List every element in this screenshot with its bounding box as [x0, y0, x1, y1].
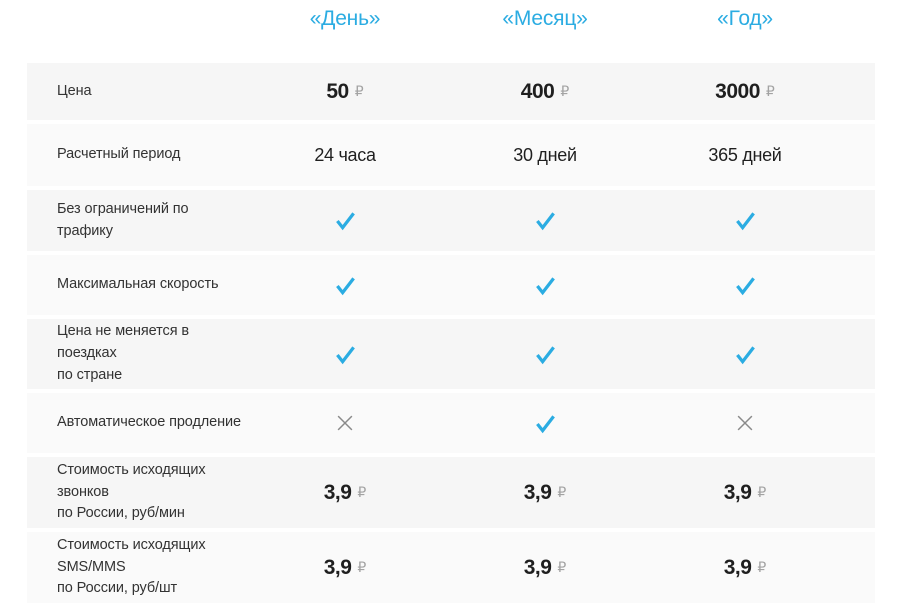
check-icon	[445, 275, 645, 296]
table-row: Цена 50 ₽400 ₽3000 ₽	[27, 63, 875, 120]
price-number: 3000	[715, 79, 760, 103]
price-number: 50	[326, 79, 349, 103]
cross-icon	[245, 412, 445, 434]
check-icon	[645, 275, 845, 296]
price-value: 50 ₽	[245, 80, 445, 104]
tariff-table-header: «День» «Месяц» «Год»	[27, 0, 875, 63]
check-icon	[245, 344, 445, 365]
ruble-sign: ₽	[354, 82, 364, 99]
price-value: 3,9 ₽	[445, 556, 645, 580]
price-number: 3,9	[723, 555, 752, 579]
check-icon	[445, 413, 645, 434]
row-label: Стоимость исходящих SMS/MMS по России, р…	[57, 536, 206, 597]
row-label: Без ограничений по трафику	[57, 200, 189, 239]
ruble-sign: ₽	[357, 558, 367, 575]
ruble-sign: ₽	[757, 483, 767, 500]
cross-icon	[645, 412, 845, 434]
row-label: Максимальная скорость	[57, 276, 219, 293]
check-icon	[245, 275, 445, 296]
ruble-sign: ₽	[757, 558, 767, 575]
column-title-month: «Месяц»	[502, 7, 588, 30]
check-icon	[645, 344, 845, 365]
row-label: Расчетный период	[57, 146, 181, 163]
ruble-sign: ₽	[557, 558, 567, 575]
column-title-year: «Год»	[717, 7, 773, 30]
check-icon	[645, 210, 845, 231]
check-icon	[445, 210, 645, 231]
price-value: 3,9 ₽	[245, 481, 445, 505]
ruble-sign: ₽	[560, 82, 570, 99]
table-row: Цена не меняется в поездках по стране	[27, 319, 875, 389]
text-value: 24 часа	[314, 144, 376, 165]
ruble-sign: ₽	[557, 483, 567, 500]
row-label: Цена не меняется в поездках по стране	[57, 323, 189, 383]
price-value: 3,9 ₽	[645, 556, 845, 580]
ruble-sign: ₽	[765, 82, 775, 99]
ruble-sign: ₽	[357, 483, 367, 500]
price-number: 3,9	[523, 480, 552, 504]
check-icon	[445, 344, 645, 365]
price-number: 3,9	[323, 480, 352, 504]
price-value: 3,9 ₽	[645, 481, 845, 505]
price-value: 3,9 ₽	[245, 556, 445, 580]
price-value: 3000 ₽	[645, 80, 845, 104]
price-number: 3,9	[723, 480, 752, 504]
table-row: Стоимость исходящих SMS/MMS по России, р…	[27, 532, 875, 603]
price-number: 400	[520, 79, 555, 103]
column-title-day: «День»	[309, 7, 381, 30]
table-row: Автоматическое продление	[27, 393, 875, 453]
text-value: 30 дней	[513, 144, 577, 165]
price-number: 3,9	[523, 555, 552, 579]
row-label: Цена	[57, 82, 92, 99]
tariff-table-body: Цена 50 ₽400 ₽3000 ₽ Расчетный период 24 часа 3…	[27, 63, 875, 603]
table-row: Максимальная скорость	[27, 255, 875, 315]
table-row: Стоимость исходящих звонков по России, р…	[27, 457, 875, 528]
text-value: 365 дней	[708, 144, 782, 165]
price-number: 3,9	[323, 555, 352, 579]
row-label: Автоматическое продление	[57, 414, 242, 431]
row-label: Стоимость исходящих звонков по России, р…	[57, 461, 206, 522]
table-row: Расчетный период 24 часа 30 дней 365 дней	[27, 124, 875, 186]
price-value: 400 ₽	[445, 80, 645, 104]
table-row: Без ограничений по трафику	[27, 190, 875, 251]
check-icon	[245, 210, 445, 231]
price-value: 3,9 ₽	[445, 481, 645, 505]
